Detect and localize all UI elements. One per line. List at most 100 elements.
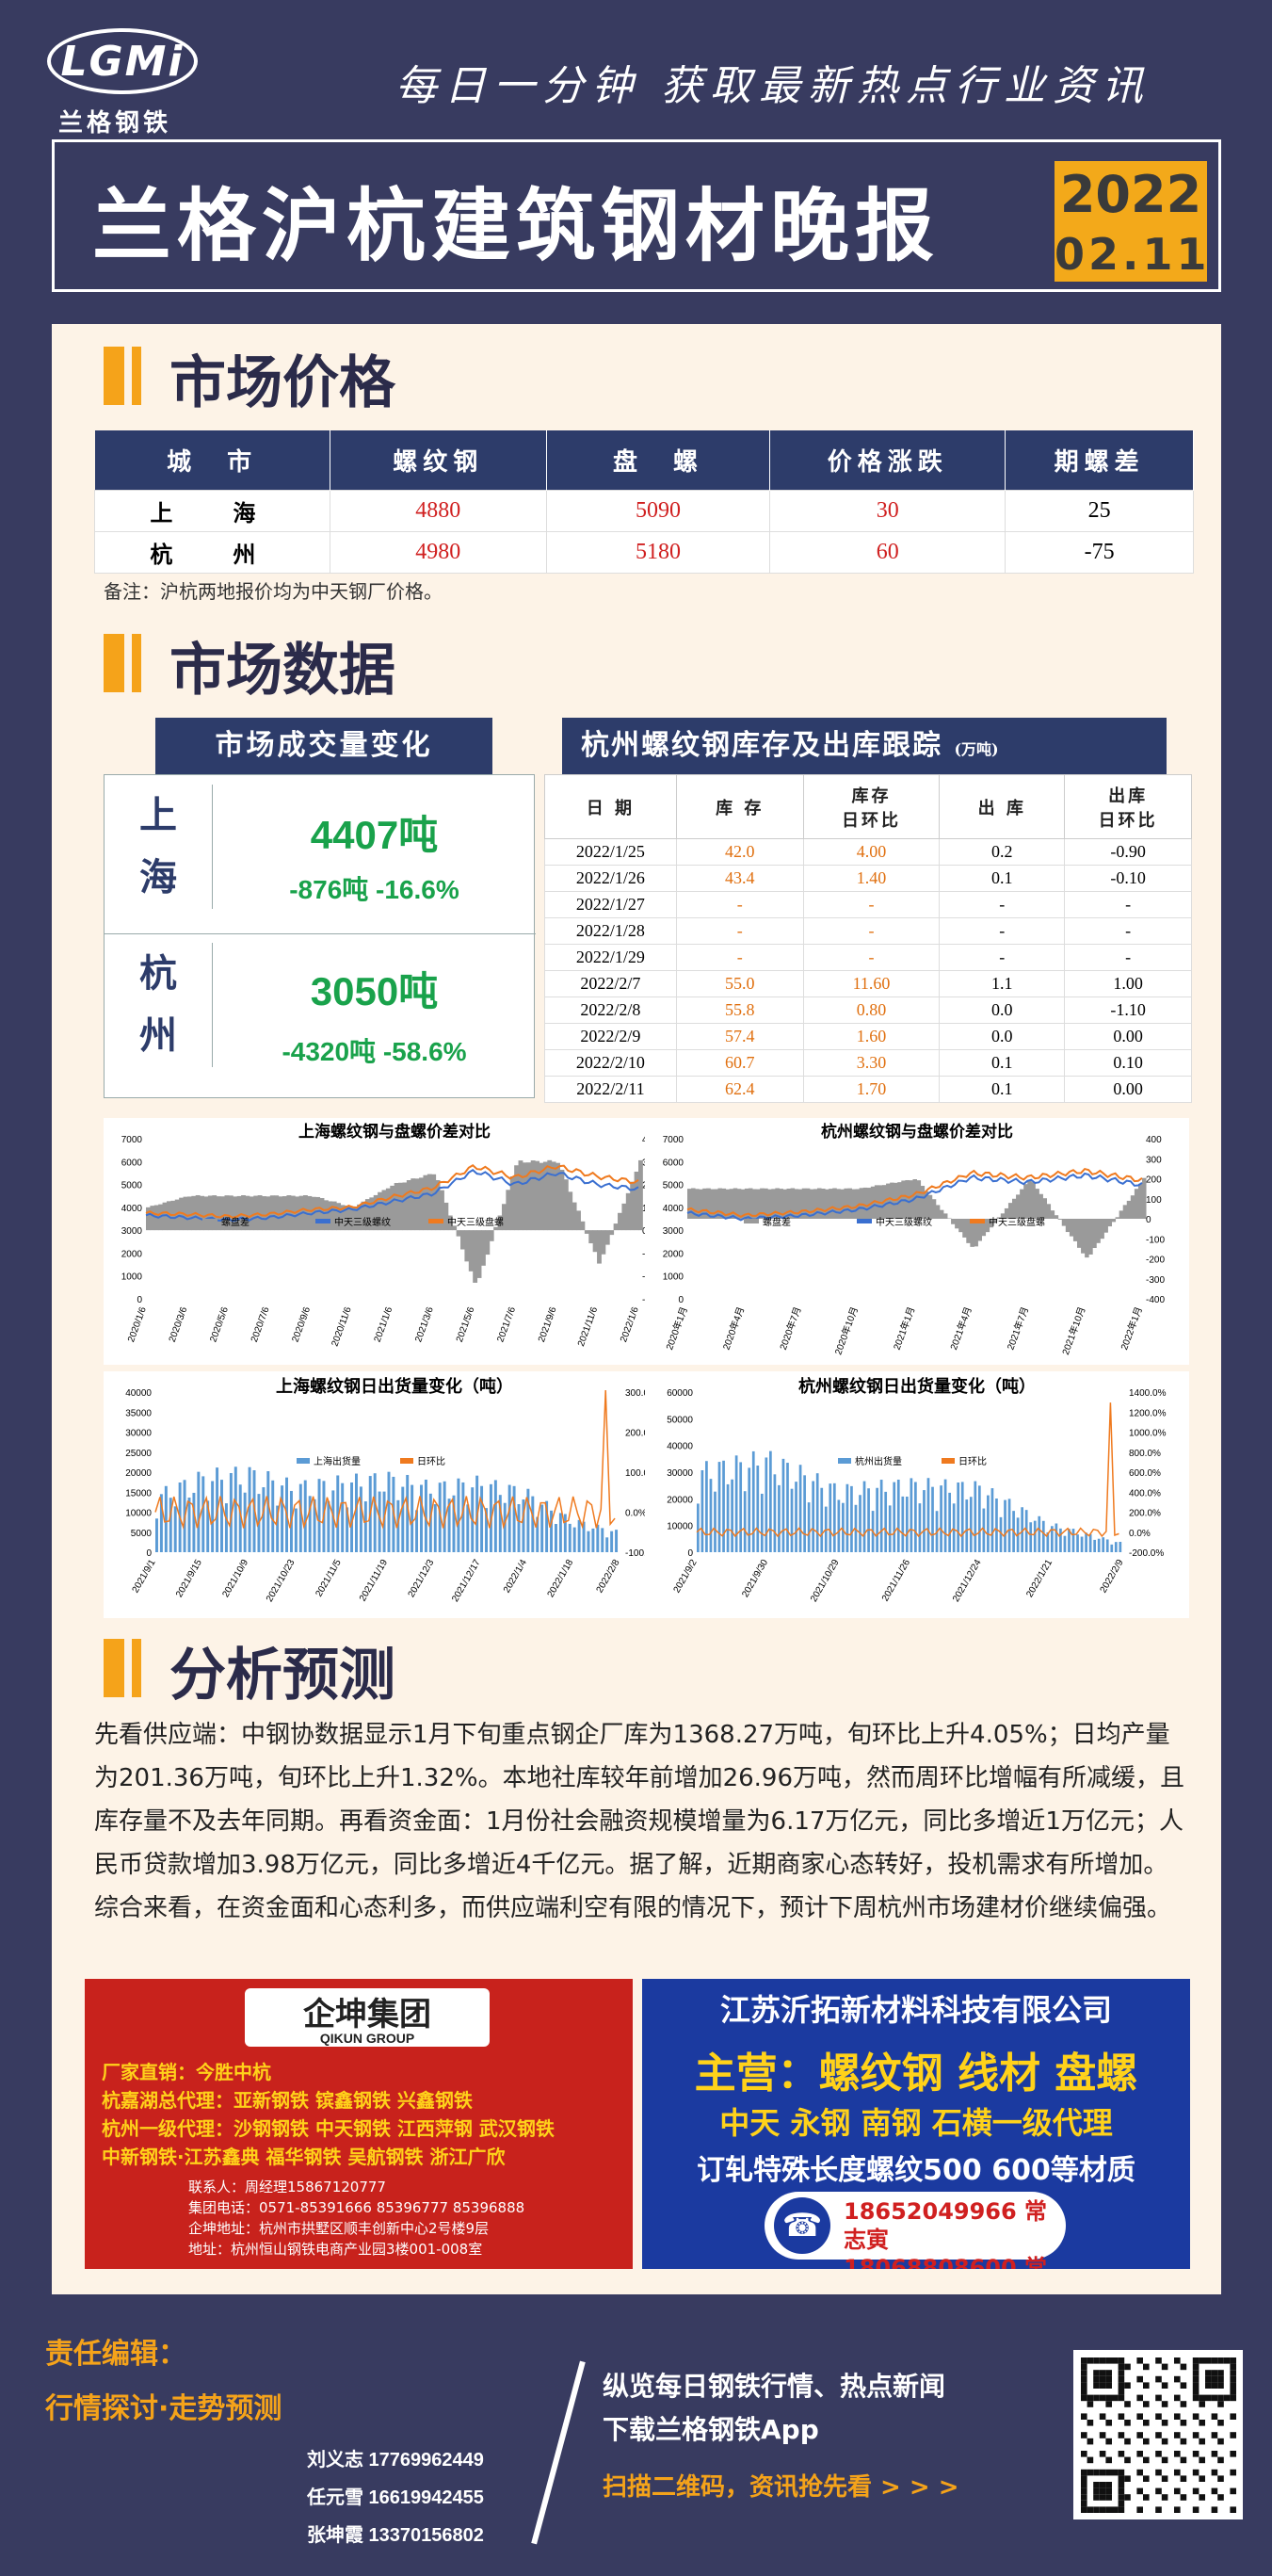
ad-qikun[interactable]: 企坤集团 QIKUN GROUP 厂家直销：今胜中杭 杭嘉湖总代理：亚新钢铁 镔鑫… (85, 1979, 633, 2269)
qr-module (1099, 2494, 1106, 2501)
qr-module (1081, 2487, 1087, 2495)
legend-label: 螺盘差 (763, 1216, 791, 1228)
qr-module (1112, 2357, 1119, 2364)
spread-bar (786, 1188, 792, 1219)
inventory-cell: 2022/1/25 (544, 838, 677, 866)
qr-module (1124, 2363, 1131, 2371)
volume-title: 市场成交量变化 (155, 718, 492, 774)
chart-sh-spread: 上海螺纹钢与盘螺价差对比 0 1000 2000 3000 4000 5000 6000 700… (104, 1118, 685, 1365)
legend-swatch (400, 1458, 413, 1464)
table-row: 2022/2/7 55.0 11.60 1.1 1.00 (544, 970, 1192, 997)
volume-bar (798, 1465, 802, 1552)
inventory-cell: - (802, 917, 941, 945)
qr-module (1155, 2469, 1162, 2476)
spread-bar (216, 1196, 221, 1231)
spread-bar (1092, 1219, 1097, 1249)
date-month-day: 02.11 (1055, 229, 1211, 280)
spread-bar (220, 1196, 225, 1231)
table-header: 期螺差 (1005, 430, 1194, 490)
x-tick-label: 2020年1月 (663, 1305, 690, 1352)
qr-module (1192, 2363, 1200, 2371)
volume-bar (876, 1487, 878, 1552)
volume-bar (507, 1484, 511, 1552)
spread-bar (844, 1188, 848, 1219)
volume-bar (948, 1492, 951, 1552)
lgmi-logo: LGMi 兰格钢铁 (47, 28, 207, 138)
spread-bar (195, 1194, 201, 1231)
qr-module (1136, 2487, 1143, 2495)
volume-bar (850, 1485, 853, 1552)
qr-module (1143, 2401, 1150, 2407)
spread-bar (402, 1182, 408, 1231)
qr-module (1118, 2494, 1125, 2501)
volume-bar (697, 1503, 700, 1552)
qr-module (1105, 2494, 1112, 2501)
ad-yituo[interactable]: 江苏沂拓新材料科技有限公司 主营：螺纹钢 线材 盘螺 中天 永钢 南钢 石横一级… (642, 1979, 1190, 2269)
qr-module (1118, 2394, 1125, 2402)
volume-bar (457, 1478, 460, 1552)
qr-module (1081, 2394, 1087, 2402)
legend-swatch (202, 1219, 217, 1223)
inventory-cell: 2022/2/8 (544, 996, 677, 1024)
qr-module (1199, 2456, 1205, 2464)
qr-module (1081, 2494, 1087, 2501)
volume-bar (610, 1531, 614, 1552)
spread-bar (344, 1205, 349, 1231)
chart-sh-volume: 上海螺纹钢日出货量变化（吨） 0 5000 10000 15000 20000 25000 3… (104, 1371, 685, 1618)
spread-bar (1004, 1207, 1009, 1219)
volume-bar (233, 1466, 237, 1552)
volume-bar (709, 1479, 713, 1552)
chart-hz-spread: 杭州螺纹钢与盘螺价差对比 0 1000 2000 3000 4000 5000 6000 700… (645, 1118, 1189, 1365)
qr-cta[interactable]: 扫描二维码，资讯抢先看 > > > (603, 2473, 959, 2502)
y-tick-label: 60000 (667, 1388, 693, 1399)
qr-module (1161, 2494, 1168, 2501)
spread-bar (699, 1189, 703, 1219)
qr-module (1217, 2420, 1224, 2426)
y-tick-label: 1000 (663, 1272, 684, 1283)
qr-module (1099, 2469, 1106, 2476)
x-tick-label: 2021/9/1 (131, 1558, 158, 1596)
spread-bar (146, 1207, 151, 1231)
spread-bar (771, 1189, 776, 1219)
qr-module (1217, 2401, 1224, 2407)
volume-bar (760, 1493, 764, 1552)
legend-label: 杭州出货量 (855, 1455, 902, 1467)
volume-bar (248, 1466, 251, 1552)
qr-module (1230, 2375, 1236, 2383)
inventory-cell: 55.8 (675, 996, 804, 1024)
spread-bar (1100, 1219, 1104, 1239)
x-tick-label: 2021/10/29 (809, 1558, 842, 1604)
spread-bar (996, 1217, 1002, 1219)
volume-bar (331, 1490, 335, 1552)
spread-bar (1012, 1198, 1017, 1219)
spread-bar (779, 1189, 783, 1219)
spread-bar (1031, 1182, 1036, 1219)
spread-bar (638, 1159, 643, 1231)
volume-bar (1059, 1528, 1062, 1552)
spread-bar (509, 1175, 515, 1231)
rebar-line (145, 1168, 639, 1223)
x-tick-label: 2021/10/9 (220, 1558, 250, 1599)
x-tick-label: 2021/12/3 (407, 1558, 437, 1599)
footer: 责任编辑： 行情探讨·走势预测 刘义志 17769962449 任元雪 16619… (0, 2294, 1272, 2576)
qr-module (1180, 2438, 1187, 2445)
qr-module (1087, 2438, 1094, 2445)
volume-bar (748, 1467, 751, 1552)
qr-module (1217, 2456, 1224, 2464)
inventory-cell: 2022/1/27 (544, 891, 677, 918)
spread-bar (547, 1159, 553, 1231)
spread-bar (813, 1189, 818, 1219)
qr-module (1192, 2432, 1200, 2438)
spread-bar (931, 1199, 937, 1219)
x-tick-label: 2020年4月 (720, 1305, 748, 1352)
volume-bar (373, 1473, 377, 1552)
y2-tick-label: -400 (1146, 1295, 1165, 1305)
spread-bar (725, 1189, 731, 1219)
qr-module (1118, 2469, 1125, 2476)
spread-bar (695, 1189, 700, 1219)
qr-code[interactable] (1073, 2350, 1243, 2519)
volume-bar (769, 1450, 772, 1552)
volume-bar (1063, 1535, 1067, 1552)
qr-module (1118, 2487, 1125, 2495)
qr-module (1192, 2469, 1200, 2476)
